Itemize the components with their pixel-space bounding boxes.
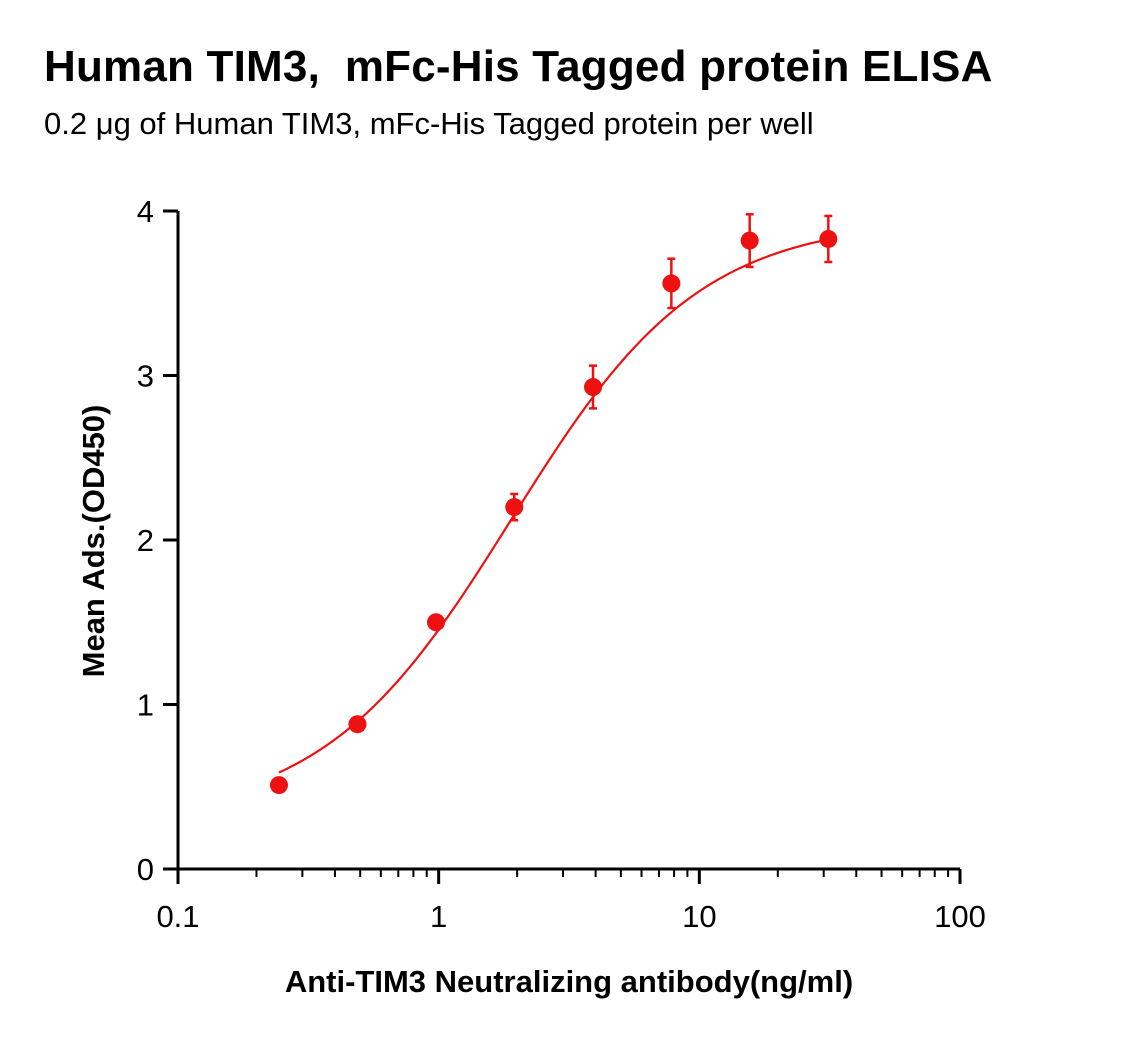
data-point (505, 492, 524, 522)
data-point-marker (740, 231, 759, 250)
axes (176, 211, 960, 871)
data-points (269, 213, 838, 795)
data-point (584, 364, 603, 410)
data-point-marker (427, 613, 446, 632)
data-point (662, 257, 681, 310)
y-tick-label: 4 (137, 194, 154, 229)
x-axis-title: Anti-TIM3 Neutralizing antibody(ng/ml) (285, 964, 853, 999)
y-tick-label: 2 (137, 523, 154, 558)
y-tick-label: 3 (137, 359, 154, 394)
y-tick-label: 0 (137, 852, 154, 887)
x-tick-label: 1 (430, 899, 447, 934)
x-tick-label: 100 (934, 899, 986, 934)
data-point (819, 214, 838, 264)
y-tick-label: 1 (137, 688, 154, 723)
y-axis-ticks: 0 1 2 3 4 (137, 194, 178, 887)
y-axis-title: Mean Ads.(OD450) (76, 405, 111, 678)
data-point-marker (348, 715, 367, 734)
x-tick-label: 10 (682, 899, 716, 934)
data-point (740, 213, 759, 269)
data-point-marker (584, 378, 603, 397)
data-point (348, 715, 367, 734)
chart-subtitle: 0.2 μg of Human TIM3, mFc-His Tagged pro… (44, 106, 814, 141)
fit-curve (278, 238, 829, 774)
data-point-marker (505, 498, 524, 517)
chart-title: Human TIM3, mFc-His Tagged protein ELISA (44, 42, 993, 91)
data-point-marker (269, 776, 288, 795)
x-tick-label: 0.1 (156, 899, 199, 934)
data-point-marker (662, 274, 681, 293)
data-point (269, 776, 288, 795)
data-point-marker (819, 229, 838, 248)
x-axis-ticks: 0.1 1 10 100 (156, 869, 986, 934)
data-point (427, 613, 446, 632)
